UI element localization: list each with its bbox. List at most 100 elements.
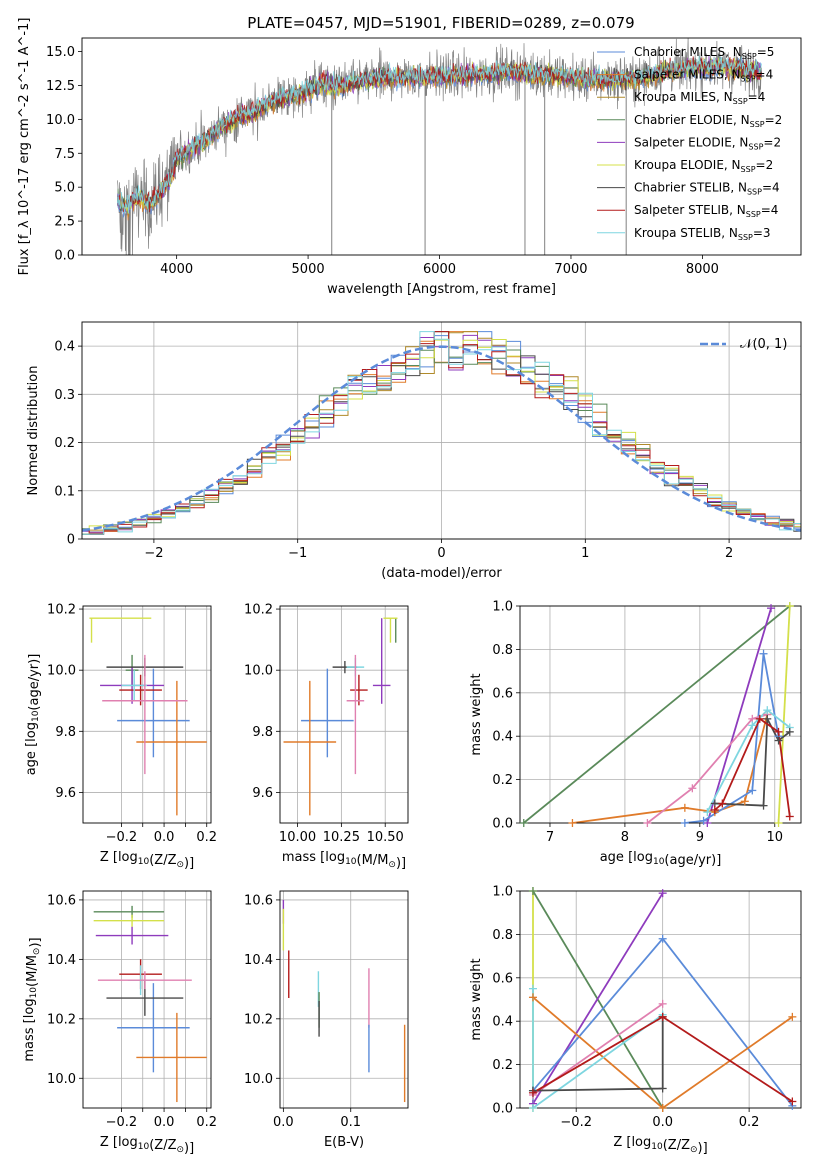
y-tick-label: 9.6	[252, 786, 273, 801]
legend-entry: Salpeter ELODIE, NSSP=2	[634, 135, 781, 151]
y-tick-label: 0.8	[492, 643, 513, 658]
axes-frame	[81, 321, 802, 540]
x-tick-label: 8	[621, 830, 629, 845]
x-tick-label: 6000	[423, 262, 456, 277]
x-tick-label: 10.25	[323, 830, 360, 845]
weight-line	[532, 988, 664, 1108]
y-tick-label: 0.6	[492, 971, 513, 986]
y-tick-label: 5.0	[54, 181, 75, 196]
y-tick-label: 10.0	[244, 664, 273, 679]
y-tick-label: 0.4	[492, 1015, 513, 1030]
y-tick-label: 0.3	[54, 388, 75, 403]
panel-mw_vs_age: 7 8 9 10 0.0 0.2 0.4 0.6 0.8 1.0 age [log10(age/yr…	[469, 600, 802, 868]
panel-mw_vs_Z: −0.2 0.0 0.2 0.0 0.2 0.4 0.6 0.8 1.0 Z [log10(Z/Z…	[469, 885, 802, 1156]
x-tick-label: −1	[288, 546, 307, 561]
x-tick-label: 9	[696, 830, 704, 845]
y-axis-label: age [log10(age/yr)]	[24, 654, 42, 776]
x-axis-label: (data-model)/error	[381, 566, 502, 581]
residual-histogram	[82, 331, 801, 534]
y-axis-label: mass weight	[469, 958, 484, 1040]
legend-entry: Salpeter MILES, NSSP=4	[634, 68, 773, 84]
x-tick-label: 0.0	[273, 1115, 294, 1130]
panel-residuals: −2 −1 0 1 2 0 0.1 0.2 0.3 0.4 (data-model)/error No…	[26, 321, 802, 581]
y-tick-label: 0.4	[54, 340, 75, 355]
x-tick-label: 0.0	[652, 1115, 673, 1130]
y-tick-label: 10.2	[244, 1012, 273, 1027]
x-tick-label: 10.50	[367, 830, 404, 845]
axes-frame	[82, 605, 212, 824]
normal-curve	[82, 345, 801, 532]
weight-line	[532, 996, 793, 1108]
plot-area-mass_vs_Z	[93, 905, 207, 1103]
x-tick-label: 10.00	[279, 830, 316, 845]
axes-frame	[82, 890, 212, 1109]
panel-age_vs_mass: 10.00 10.25 10.50 9.6 9.8 10.0 10.2 mass [log10…	[244, 603, 409, 871]
y-tick-label: 0.4	[492, 730, 513, 745]
residual-histogram	[82, 331, 801, 535]
legend-entry: Kroupa ELODIE, NSSP=2	[634, 158, 773, 174]
x-tick-label: 8000	[686, 262, 719, 277]
legend-entry: Salpeter STELIB, NSSP=4	[634, 203, 778, 219]
x-axis-label: E(B-V)	[324, 1135, 364, 1150]
y-tick-label: 1.0	[492, 885, 513, 900]
x-axis-label: wavelength [Angstrom, rest frame]	[327, 282, 556, 297]
y-tick-label: 15.0	[46, 45, 75, 60]
legend-entry: Kroupa MILES, NSSP=4	[634, 90, 765, 106]
panel-mass_vs_Z: −0.2 0.0 0.2 10.0 10.2 10.4 10.6 Z [log10(Z/Z⊙)…	[22, 890, 217, 1156]
x-tick-label: 7	[546, 830, 554, 845]
x-tick-label: 0.1	[340, 1115, 361, 1130]
figure-title: PLATE=0457, MJD=51901, FIBERID=0289, z=0…	[247, 14, 634, 32]
y-tick-label: 9.8	[252, 725, 273, 740]
x-tick-label: 0.0	[154, 830, 175, 845]
plot-area-mw_vs_age	[523, 606, 791, 823]
y-axis-label: Flux [f_λ 10^-17 erg cm^-2 s^-1 A^-1]	[17, 18, 32, 276]
y-tick-label: 0.0	[492, 1102, 513, 1117]
x-tick-label: 0.0	[154, 1115, 175, 1130]
y-tick-label: 10.4	[47, 953, 76, 968]
y-tick-label: 0.6	[492, 686, 513, 701]
axes-frame	[81, 37, 802, 256]
x-axis-label: age [log10(age/yr)]	[600, 850, 722, 868]
axes-frame	[519, 605, 802, 824]
y-tick-label: 7.5	[54, 147, 75, 162]
weight-line	[532, 892, 664, 1105]
x-axis-label: mass [log10(M/M⊙)]	[282, 850, 406, 871]
x-tick-label: 2	[725, 546, 733, 561]
spectrum-legend: Chabrier MILES, NSSP=5 Salpeter MILES, NS…	[597, 45, 782, 242]
plots-layer: 4000 5000 6000 7000 80000.02.55.07.510.012.5…	[17, 18, 802, 1156]
weight-line	[777, 606, 791, 823]
panel-mass_vs_EBV: 0.0 0.1 10.0 10.2 10.4 10.6 E(B-V)	[244, 890, 409, 1150]
panel-spectrum: 4000 5000 6000 7000 8000 0.0 2.5 5.0 7.5 10.0 12.5…	[17, 18, 802, 297]
y-tick-label: 2.5	[54, 215, 75, 230]
x-tick-label: 0.2	[196, 830, 217, 845]
x-tick-label: 0.2	[739, 1115, 760, 1130]
x-tick-label: 0.2	[196, 1115, 217, 1130]
legend-entry: 𝒩(0, 1)	[740, 337, 787, 352]
spectrum-model-line	[117, 55, 762, 214]
y-tick-label: 0.2	[492, 1058, 513, 1073]
x-axis-label: Z [log10(Z/Z⊙)]	[100, 850, 194, 871]
y-axis-label: mass [log10(M/M⊙)]	[22, 937, 43, 1061]
y-tick-label: 9.8	[55, 725, 76, 740]
y-tick-label: 10.0	[46, 113, 75, 128]
x-tick-label: −0.2	[106, 830, 138, 845]
y-tick-label: 10.2	[47, 603, 76, 618]
residual-histogram	[82, 339, 801, 535]
x-tick-label: 4000	[160, 262, 193, 277]
y-tick-label: 0.2	[492, 773, 513, 788]
plot-area-residuals	[82, 331, 801, 535]
plot-area-spectrum	[117, 38, 762, 255]
legend-entry: Chabrier MILES, NSSP=5	[634, 45, 774, 61]
legend-entry: Chabrier STELIB, NSSP=4	[634, 181, 780, 197]
axes-frame	[279, 890, 409, 1109]
y-tick-label: 0.0	[492, 817, 513, 832]
y-tick-label: 10.2	[47, 1012, 76, 1027]
weight-line	[523, 606, 791, 823]
y-tick-label: 10.2	[244, 603, 273, 618]
panel-age_vs_Z: −0.2 0.0 0.2 9.6 9.8 10.0 10.2 Z [log10(Z/Z⊙)] a…	[24, 603, 217, 871]
y-tick-label: 0	[67, 533, 75, 548]
y-tick-label: 10.6	[244, 893, 273, 908]
plot-area-age_vs_mass	[283, 617, 398, 816]
y-tick-label: 10.6	[47, 893, 76, 908]
x-tick-label: 7000	[554, 262, 587, 277]
